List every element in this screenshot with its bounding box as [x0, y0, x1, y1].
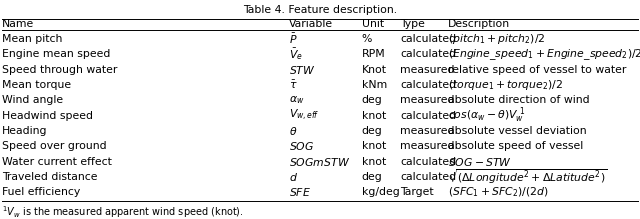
Text: kg/deg: kg/deg — [362, 187, 399, 197]
Text: $STW$: $STW$ — [289, 64, 316, 76]
Text: knot: knot — [362, 157, 386, 167]
Text: $SOG - STW$: $SOG - STW$ — [448, 156, 512, 168]
Text: deg: deg — [362, 95, 382, 105]
Text: $cos(\alpha_w - \theta)V_w^{\ 1}$: $cos(\alpha_w - \theta)V_w^{\ 1}$ — [448, 106, 525, 125]
Text: measured: measured — [400, 95, 454, 105]
Text: absolute vessel deviation: absolute vessel deviation — [448, 126, 587, 136]
Text: Knot: Knot — [362, 65, 387, 75]
Text: $^1 V_w$ is the measured apparent wind speed (knot).: $^1 V_w$ is the measured apparent wind s… — [2, 204, 244, 219]
Text: Name: Name — [2, 19, 34, 29]
Text: measured: measured — [400, 65, 454, 75]
Text: Description: Description — [448, 19, 510, 29]
Text: absolute direction of wind: absolute direction of wind — [448, 95, 589, 105]
Text: Traveled distance: Traveled distance — [2, 172, 97, 182]
Text: $\sqrt{(\Delta Longitude^2 + \Delta Latitude^2)}$: $\sqrt{(\Delta Longitude^2 + \Delta Lati… — [448, 168, 607, 186]
Text: Water current effect: Water current effect — [2, 157, 112, 167]
Text: knot: knot — [362, 111, 386, 121]
Text: calculated: calculated — [400, 157, 456, 167]
Text: Unit: Unit — [362, 19, 384, 29]
Text: Speed over ground: Speed over ground — [2, 141, 106, 151]
Text: Type: Type — [400, 19, 425, 29]
Text: Headwind speed: Headwind speed — [2, 111, 93, 121]
Text: kNm: kNm — [362, 80, 387, 90]
Text: calculated: calculated — [400, 111, 456, 121]
Text: $(Engine\_speed_1 + Engine\_speed_2)/2$: $(Engine\_speed_1 + Engine\_speed_2)/2$ — [448, 47, 640, 62]
Text: $\bar{\tau}$: $\bar{\tau}$ — [289, 79, 298, 91]
Text: deg: deg — [362, 126, 382, 136]
Text: $\alpha_w$: $\alpha_w$ — [289, 94, 305, 106]
Text: calculated: calculated — [400, 172, 456, 182]
Text: Target: Target — [400, 187, 434, 197]
Text: $d$: $d$ — [289, 171, 298, 183]
Text: measured: measured — [400, 126, 454, 136]
Text: calculated: calculated — [400, 34, 456, 44]
Text: Variable: Variable — [289, 19, 333, 29]
Text: RPM: RPM — [362, 49, 385, 59]
Text: $SOGmSTW$: $SOGmSTW$ — [289, 156, 351, 168]
Text: absolute speed of vessel: absolute speed of vessel — [448, 141, 583, 151]
Text: $(SFC_1 + SFC_2)/(2d)$: $(SFC_1 + SFC_2)/(2d)$ — [448, 185, 548, 199]
Text: Speed through water: Speed through water — [2, 65, 117, 75]
Text: $\bar{P}$: $\bar{P}$ — [289, 32, 298, 46]
Text: $(pitch_1 + pitch_2)/2$: $(pitch_1 + pitch_2)/2$ — [448, 32, 545, 46]
Text: $\theta$: $\theta$ — [289, 125, 298, 137]
Text: Wind angle: Wind angle — [2, 95, 63, 105]
Text: $SFE$: $SFE$ — [289, 186, 311, 198]
Text: knot: knot — [362, 141, 386, 151]
Text: %: % — [362, 34, 372, 44]
Text: $SOG$: $SOG$ — [289, 140, 315, 152]
Text: Table 4. Feature description.: Table 4. Feature description. — [243, 5, 397, 16]
Text: Mean pitch: Mean pitch — [2, 34, 62, 44]
Text: $V_{w,eff}$: $V_{w,eff}$ — [289, 108, 320, 123]
Text: $\bar{V}_e$: $\bar{V}_e$ — [289, 46, 303, 62]
Text: deg: deg — [362, 172, 382, 182]
Text: relative speed of vessel to water: relative speed of vessel to water — [448, 65, 627, 75]
Text: Engine mean speed: Engine mean speed — [2, 49, 110, 59]
Text: Heading: Heading — [2, 126, 47, 136]
Text: calculated: calculated — [400, 49, 456, 59]
Text: Mean torque: Mean torque — [2, 80, 71, 90]
Text: $(torque_1 + torque_2)/2$: $(torque_1 + torque_2)/2$ — [448, 78, 563, 92]
Text: calculated: calculated — [400, 80, 456, 90]
Text: Fuel efficiency: Fuel efficiency — [2, 187, 80, 197]
Text: measured: measured — [400, 141, 454, 151]
